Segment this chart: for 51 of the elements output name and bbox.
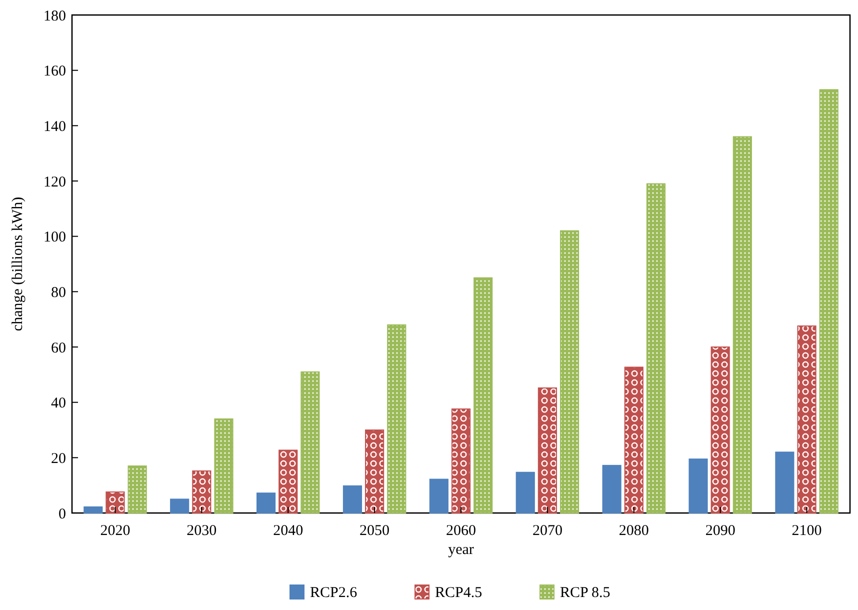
x-tick-label: 2070 [532, 523, 562, 539]
y-tick-label: 120 [44, 174, 66, 190]
y-tick-label: 80 [51, 284, 66, 301]
y-tick-label: 100 [44, 230, 66, 246]
x-axis-title: year [448, 542, 474, 558]
bar [106, 491, 125, 514]
bar [84, 506, 103, 514]
bar [451, 408, 471, 514]
bar [775, 452, 794, 514]
y-tick-label: 40 [51, 396, 66, 412]
bar [516, 472, 535, 514]
bar [300, 371, 320, 514]
bar [474, 277, 493, 514]
bar [429, 478, 448, 514]
bar [170, 498, 190, 514]
bar [797, 325, 816, 514]
y-tick-label: 0 [58, 506, 66, 522]
bar [365, 430, 384, 514]
bar [732, 136, 752, 514]
x-tick-label: 2040 [273, 523, 304, 539]
bar [192, 470, 212, 514]
y-tick-label: 60 [51, 340, 66, 356]
bar [387, 324, 406, 514]
bar [256, 492, 276, 514]
bar [688, 458, 708, 514]
legend-label: RCP 8.5 [560, 585, 610, 601]
bar [819, 89, 838, 514]
legend-label: RCP4.5 [435, 585, 482, 601]
y-tick-label: 20 [51, 450, 66, 467]
bar [624, 366, 644, 514]
bar [538, 387, 557, 514]
y-axis-title: change (billions kWh) [10, 196, 26, 332]
y-tick-label: 140 [44, 118, 66, 135]
bar [646, 183, 666, 514]
bar [342, 485, 362, 514]
x-tick-label: 2060 [446, 523, 476, 539]
bar [128, 465, 147, 514]
y-tick-label: 160 [44, 64, 66, 80]
x-tick-label: 2090 [705, 523, 736, 539]
bar [560, 230, 580, 514]
y-tick-label: 180 [44, 8, 66, 24]
legend-label: RCP2.6 [310, 585, 358, 601]
x-tick-label: 2080 [618, 523, 649, 539]
bar [710, 346, 730, 514]
x-tick-label: 2030 [186, 523, 217, 539]
bar [214, 418, 234, 514]
bar [278, 450, 298, 514]
x-tick-label: 2050 [360, 523, 390, 539]
x-tick-label: 2020 [100, 523, 130, 539]
bar [602, 464, 622, 514]
x-tick-label: 2100 [792, 523, 822, 539]
